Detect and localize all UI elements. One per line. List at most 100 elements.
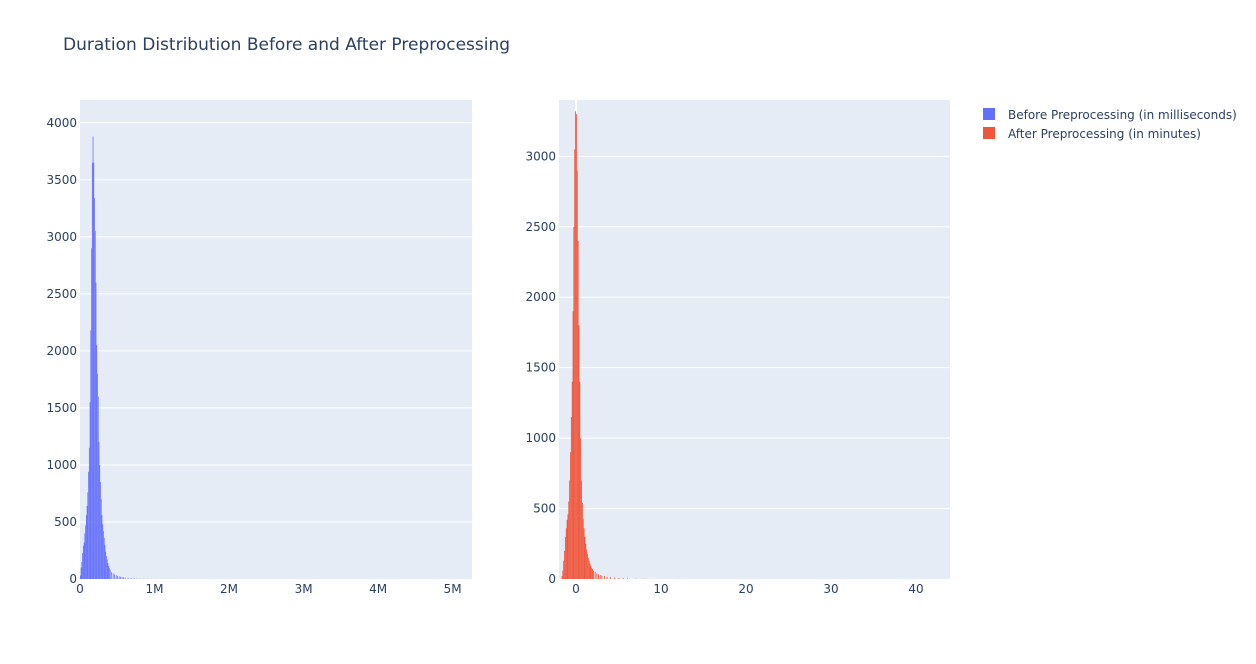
histogram-bar-after[interactable] <box>614 578 615 579</box>
histogram-bar-before[interactable] <box>90 402 91 579</box>
histogram-bar-before[interactable] <box>105 552 106 579</box>
histogram-bar-after[interactable] <box>568 514 569 579</box>
histogram-bar-before[interactable] <box>89 448 90 579</box>
histogram-bar-before[interactable] <box>137 578 138 579</box>
histogram-bar-before[interactable] <box>117 576 118 579</box>
histogram-bar-before[interactable] <box>111 572 112 579</box>
histogram-bar-before[interactable] <box>100 482 101 579</box>
histogram-bar-after[interactable] <box>589 561 590 579</box>
histogram-bar-after[interactable] <box>563 561 564 579</box>
histogram-bar-before[interactable] <box>113 574 114 579</box>
histogram-bar-after[interactable] <box>567 520 568 579</box>
histogram-bar-before[interactable] <box>122 577 123 579</box>
histogram-bar-after[interactable] <box>604 576 605 579</box>
histogram-bar-after[interactable] <box>602 576 603 579</box>
histogram-bar-before[interactable] <box>81 562 82 579</box>
histogram-bar-after[interactable] <box>585 544 586 579</box>
histogram-bar-after[interactable] <box>596 573 597 579</box>
legend-item-before[interactable]: Before Preprocessing (in milliseconds) <box>983 108 1237 122</box>
histogram-bar-after[interactable] <box>581 480 582 579</box>
histogram-bar-before[interactable] <box>83 546 84 579</box>
histogram-bar-after[interactable] <box>593 571 594 579</box>
histogram-bar-before[interactable] <box>98 397 99 579</box>
histogram-bar-after[interactable] <box>588 558 589 579</box>
histogram-bar-before[interactable] <box>108 563 109 579</box>
histogram-bar-after[interactable] <box>573 311 574 579</box>
histogram-bar-before[interactable] <box>97 374 98 579</box>
histogram-bar-before[interactable] <box>120 577 121 579</box>
histogram-bar-after[interactable] <box>590 564 591 579</box>
histogram-bar-before[interactable] <box>81 568 82 579</box>
histogram-bar-before[interactable] <box>103 531 104 579</box>
histogram-bar-after[interactable] <box>610 577 611 579</box>
histogram-bar-before[interactable] <box>86 515 87 579</box>
histogram-bar-after[interactable] <box>600 575 601 579</box>
histogram-bar-after[interactable] <box>590 566 591 579</box>
histogram-bar-before[interactable] <box>91 248 92 579</box>
histogram-bar-before[interactable] <box>102 524 103 579</box>
histogram-bar-after[interactable] <box>578 241 579 579</box>
histogram-bar-before[interactable] <box>99 465 100 579</box>
histogram-bar-after[interactable] <box>565 537 566 579</box>
histogram-bar-after[interactable] <box>575 111 576 579</box>
histogram-bar-after[interactable] <box>583 518 584 579</box>
histogram-bar-after[interactable] <box>582 503 583 579</box>
histogram-bar-after[interactable] <box>571 417 572 579</box>
histogram-bar-after[interactable] <box>574 149 575 579</box>
histogram-bar-before[interactable] <box>94 198 95 579</box>
histogram-bar-before[interactable] <box>128 578 129 579</box>
legend-item-after[interactable]: After Preprocessing (in minutes) <box>983 127 1201 141</box>
histogram-bar-before[interactable] <box>104 538 105 579</box>
histogram-bar-after[interactable] <box>569 480 570 579</box>
histogram-bar-after[interactable] <box>587 554 588 579</box>
histogram-bar-after[interactable] <box>576 114 577 579</box>
histogram-bar-before[interactable] <box>82 553 83 579</box>
histogram-bar-before[interactable] <box>105 545 106 579</box>
histogram-bar-after[interactable] <box>579 325 580 579</box>
histogram-bar-after[interactable] <box>591 568 592 579</box>
histogram-bar-before[interactable] <box>108 566 109 579</box>
histogram-bar-after[interactable] <box>598 574 599 579</box>
histogram-bar-before[interactable] <box>93 136 94 579</box>
histogram-bar-after[interactable] <box>627 578 628 579</box>
histogram-bar-before[interactable] <box>93 163 94 579</box>
histogram-bar-after[interactable] <box>607 577 608 579</box>
histogram-bar-after[interactable] <box>579 382 580 579</box>
histogram-bar-before[interactable] <box>101 499 102 579</box>
histogram-bar-before[interactable] <box>123 577 124 579</box>
histogram-bar-after[interactable] <box>584 528 585 579</box>
histogram-bar-after[interactable] <box>592 569 593 579</box>
histogram-bar-before[interactable] <box>106 556 107 579</box>
histogram-bar-after[interactable] <box>568 502 569 579</box>
histogram-bar-before[interactable] <box>84 543 85 579</box>
histogram-bar-before[interactable] <box>88 472 89 579</box>
histogram-bar-before[interactable] <box>110 570 111 579</box>
histogram-bar-before[interactable] <box>125 578 126 579</box>
histogram-bar-after[interactable] <box>586 549 587 579</box>
histogram-bar-before[interactable] <box>99 442 100 579</box>
histogram-bar-before[interactable] <box>90 330 91 579</box>
histogram-bar-before[interactable] <box>102 515 103 579</box>
histogram-bar-after[interactable] <box>619 578 620 579</box>
histogram-bar-after[interactable] <box>572 382 573 579</box>
histogram-bar-after[interactable] <box>595 572 596 579</box>
histogram-bar-before[interactable] <box>116 575 117 579</box>
histogram-bar-before[interactable] <box>92 163 93 579</box>
histogram-bar-after[interactable] <box>562 571 563 579</box>
histogram-bar-after[interactable] <box>580 438 581 579</box>
histogram-bar-before[interactable] <box>84 533 85 579</box>
histogram-bar-after[interactable] <box>577 170 578 579</box>
histogram-bar-after[interactable] <box>623 578 624 579</box>
histogram-bar-before[interactable] <box>85 525 86 579</box>
histogram-bar-before[interactable] <box>109 568 110 579</box>
histogram-bar-after[interactable] <box>562 576 563 579</box>
histogram-bar-before[interactable] <box>114 574 115 579</box>
histogram-bar-after[interactable] <box>566 528 567 579</box>
histogram-bar-before[interactable] <box>87 506 88 579</box>
histogram-bar-before[interactable] <box>107 560 108 579</box>
histogram-bar-before[interactable] <box>95 231 96 579</box>
histogram-bar-before[interactable] <box>80 576 81 579</box>
histogram-bar-before[interactable] <box>87 492 88 579</box>
histogram-bar-after[interactable] <box>564 551 565 579</box>
histogram-bar-before[interactable] <box>134 578 135 579</box>
